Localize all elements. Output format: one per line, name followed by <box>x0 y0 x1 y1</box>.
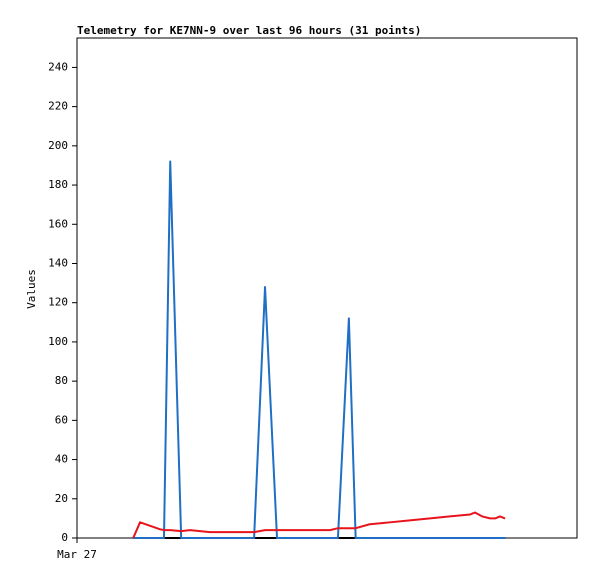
y-tick-label: 80 <box>55 374 68 387</box>
y-axis-label: Values <box>25 269 38 309</box>
x-tick-label: Mar 27 <box>57 548 97 561</box>
y-tick-label: 140 <box>48 256 68 269</box>
y-tick-label: 120 <box>48 296 68 309</box>
series-line <box>133 160 506 539</box>
series-line <box>132 511 506 539</box>
y-tick-label: 100 <box>48 335 68 348</box>
y-tick-label: 160 <box>48 217 68 230</box>
y-tick-label: 40 <box>55 453 68 466</box>
y-tick-label: 180 <box>48 178 68 191</box>
y-tick-label: 240 <box>48 60 68 73</box>
y-tick-label: 220 <box>48 100 68 113</box>
chart-title: Telemetry for KE7NN-9 over last 96 hours… <box>77 24 421 37</box>
y-tick-label: 0 <box>61 531 68 544</box>
y-tick-label: 200 <box>48 139 68 152</box>
y-tick-label: 60 <box>55 413 68 426</box>
y-tick-label: 20 <box>55 492 68 505</box>
